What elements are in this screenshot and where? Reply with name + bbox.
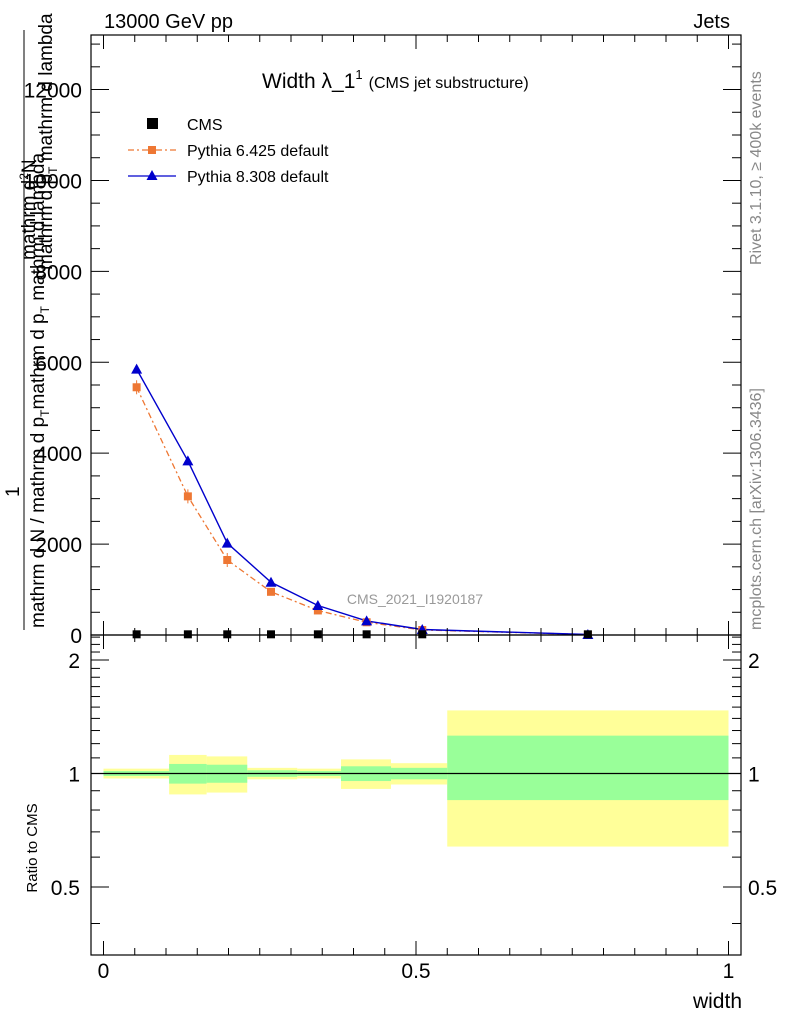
ratio-y-tick-label: 1	[68, 763, 80, 786]
py6-point	[132, 383, 141, 392]
py6-point	[183, 492, 192, 501]
legend-cms-marker	[147, 118, 158, 129]
py8-point	[131, 363, 143, 374]
py8-point	[361, 615, 373, 626]
py6-point	[223, 556, 232, 564]
x-axis-label: width	[692, 990, 742, 1013]
cms-point	[362, 630, 371, 639]
y-tick-label: 2000	[35, 534, 82, 557]
y-tick-label: 0	[70, 625, 82, 648]
y-tick-label: 12000	[24, 80, 82, 103]
series-line-pythia8	[135, 368, 588, 636]
cms-point	[583, 630, 592, 639]
ratio-frame	[90, 634, 742, 956]
ratio-band-green	[447, 735, 729, 801]
legend-py8-label: Pythia 8.308 default	[187, 169, 329, 186]
py6-point	[313, 606, 322, 615]
y-tick-label: 8000	[35, 261, 82, 284]
cms-point	[313, 630, 322, 639]
ylabel-denominator: mathrm d N / mathrm d pTmathrm d pT math…	[28, 153, 52, 628]
legend-py8-marker	[146, 170, 158, 180]
py8-point	[265, 576, 277, 587]
legend-py6-label: Pythia 6.425 default	[187, 143, 329, 160]
py8-point	[221, 537, 233, 548]
chart-title: Width λ_11(CMS jet substructure)	[262, 67, 529, 93]
py8-point	[182, 455, 194, 466]
header-right: Jets	[693, 11, 730, 33]
legend-cms-label: CMS	[187, 117, 223, 134]
legend: CMS Pythia 6.425 default Pythia 8.308 de…	[128, 117, 329, 186]
x-tick-label: 1	[723, 960, 735, 983]
cms-point	[183, 630, 192, 639]
cms-point	[418, 630, 427, 639]
rivet-label: Rivet 3.1.10, ≥ 400k events	[748, 71, 765, 265]
py6-point	[267, 587, 275, 596]
y-tick-label: 4000	[35, 443, 82, 466]
x-tick-label: 0	[98, 960, 110, 983]
mcplots-label: mcplots.cern.ch [arXiv:1306.3436]	[748, 388, 765, 630]
cms-point	[267, 630, 275, 639]
x-tick-label: 0.5	[401, 960, 430, 983]
watermark: CMS_2021_I1920187	[347, 591, 483, 607]
header-left: 13000 GeV pp	[104, 11, 233, 33]
legend-py6-marker	[148, 146, 156, 154]
ratio-panel: 0.5 0.5 1 1 2 2 0 0.5 1	[51, 634, 777, 983]
y-tick-label: 10000	[24, 170, 82, 193]
py8-point	[312, 599, 324, 610]
ratio-y-tick-label-right: 1	[748, 763, 760, 786]
ratio-y-tick-label-right: 0.5	[748, 877, 777, 900]
cms-point	[132, 630, 141, 639]
main-panel: CMS_2021_I1920187 0 2000 4000 6000 8000 10000…	[24, 34, 742, 648]
ratio-y-tick-label-right: 2	[748, 650, 760, 673]
y-tick-label: 6000	[35, 352, 82, 375]
ylabel-numerator: 1	[3, 486, 24, 497]
ratio-y-tick-label: 2	[68, 650, 80, 673]
ratio-y-tick-label: 0.5	[51, 877, 80, 900]
cms-point	[223, 630, 232, 639]
ylabel-mid: mathrm d pT mathrm d lambda	[36, 13, 60, 270]
main-ylabel: mathrm d2N mathrm d pT mathrm d lambda 1…	[3, 13, 60, 630]
ratio-ylabel: Ratio to CMS	[24, 803, 41, 892]
